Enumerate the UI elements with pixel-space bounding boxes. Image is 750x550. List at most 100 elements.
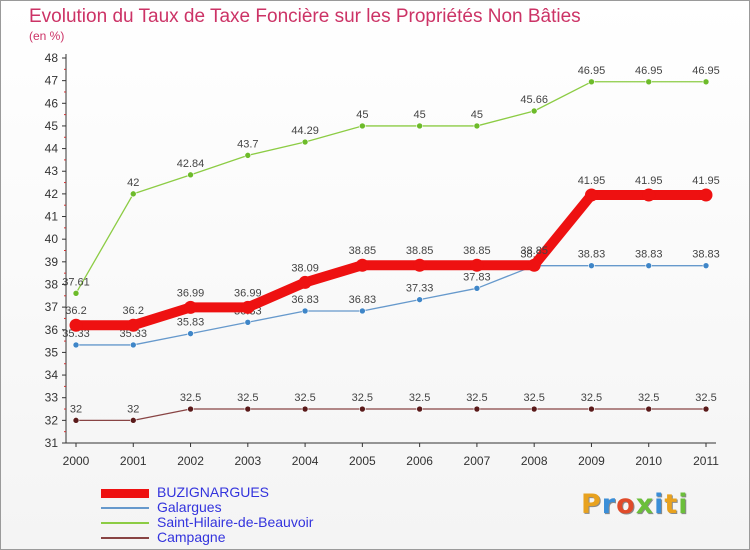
data-label: 38.85 <box>463 245 491 257</box>
data-label: 35.33 <box>62 328 90 340</box>
data-point <box>72 290 80 297</box>
y-tick-label: 43 <box>45 164 59 178</box>
data-label: 45 <box>414 109 426 121</box>
data-point <box>416 405 423 413</box>
data-label: 32.5 <box>466 392 487 404</box>
data-point <box>413 258 427 272</box>
y-tick-label: 45 <box>45 119 59 133</box>
data-point <box>72 417 80 424</box>
data-label: 43.7 <box>237 138 258 150</box>
x-tick-label: 2004 <box>292 454 319 468</box>
data-point <box>702 405 710 413</box>
y-tick-label: 40 <box>45 232 59 246</box>
data-point <box>72 341 80 349</box>
data-point <box>359 405 366 413</box>
data-point <box>470 258 484 272</box>
data-point <box>473 122 481 130</box>
data-point <box>129 341 137 349</box>
data-label: 41.95 <box>578 175 606 187</box>
data-point <box>69 318 83 332</box>
y-tick-label: 32 <box>45 413 59 427</box>
data-point <box>184 300 198 314</box>
data-point <box>301 405 309 413</box>
data-point <box>584 188 598 202</box>
data-point <box>645 78 653 86</box>
series-saint-hilaire-de-beauvoir: 37.61 42 42.84 43.7 44.29 45 45 45 45.66 46.95 46.… <box>62 65 720 297</box>
data-label: 45 <box>471 109 483 121</box>
data-point <box>588 262 595 269</box>
data-point <box>645 262 653 269</box>
legend-label: Campagne <box>157 529 226 545</box>
data-label: 32.5 <box>523 392 544 404</box>
data-point <box>645 405 653 413</box>
proxiti-logo: Proxiti <box>581 489 689 520</box>
x-tick-label: 2000 <box>63 454 90 468</box>
x-tick-label: 2008 <box>521 454 548 468</box>
series-line <box>75 81 706 294</box>
y-tick-label: 46 <box>45 96 59 110</box>
y-tick-label: 35 <box>45 345 59 359</box>
data-point <box>244 152 252 159</box>
x-tick-label: 2010 <box>635 454 662 468</box>
data-point <box>187 330 194 337</box>
data-point <box>301 307 309 315</box>
y-tick-label: 38 <box>45 277 59 291</box>
x-tick-label: 2007 <box>464 454 491 468</box>
x-tick-label: 2001 <box>120 454 147 468</box>
data-label: 38.85 <box>406 245 434 257</box>
data-label: 38.09 <box>291 262 319 274</box>
data-label: 37.83 <box>463 271 491 283</box>
x-tick-label: 2006 <box>406 454 433 468</box>
data-point <box>699 188 713 202</box>
data-point <box>473 285 481 292</box>
data-label: 32.5 <box>638 392 659 404</box>
y-tick-label: 31 <box>45 436 59 450</box>
data-label: 41.95 <box>692 175 720 187</box>
data-point <box>244 318 252 326</box>
data-point <box>355 258 369 272</box>
series-campagne: 32 32 32.5 32.5 32.5 32.5 32.5 32.5 32.5 32.5 32.5… <box>70 392 717 424</box>
data-label: 45.66 <box>520 94 548 106</box>
data-label: 38.85 <box>349 245 377 257</box>
y-tick-label: 37 <box>45 300 59 314</box>
data-label: 38.85 <box>520 245 548 257</box>
y-tick-label: 41 <box>45 210 59 224</box>
data-label: 32.5 <box>352 392 373 404</box>
data-point <box>187 171 194 179</box>
y-tick-label: 39 <box>45 255 59 269</box>
y-tick-label: 36 <box>45 323 59 337</box>
data-point <box>473 405 481 413</box>
data-label: 32 <box>70 403 82 415</box>
data-label: 35.33 <box>120 328 148 340</box>
unit-label: (en %) <box>29 29 65 43</box>
data-label: 36.99 <box>177 287 205 299</box>
chart-title: Evolution du Taux de Taxe Foncière sur l… <box>29 6 581 27</box>
data-label: 36.99 <box>234 287 262 299</box>
data-label: 38.83 <box>578 249 606 261</box>
x-tick-label: 2009 <box>578 454 605 468</box>
y-tick-label: 48 <box>45 51 59 65</box>
data-label: 42 <box>127 177 139 189</box>
y-tick-label: 42 <box>45 187 59 201</box>
y-tick-label: 33 <box>45 391 59 405</box>
series-buzignargues: 36.2 36.2 36.99 36.99 38.09 38.85 38.85 38.85 38… <box>65 175 720 332</box>
data-label: 37.33 <box>406 283 434 295</box>
data-label: 32.5 <box>180 392 201 404</box>
data-label: 46.95 <box>578 65 606 77</box>
data-label: 32.5 <box>237 392 258 404</box>
data-label: 41.95 <box>635 175 663 187</box>
data-point <box>702 262 710 269</box>
data-label: 44.29 <box>291 125 319 137</box>
y-tick-label: 34 <box>45 368 59 382</box>
data-label: 46.95 <box>635 65 663 77</box>
data-label: 35.83 <box>177 317 205 329</box>
data-label: 36.83 <box>291 294 319 306</box>
series-line <box>76 265 706 346</box>
data-point <box>588 405 595 413</box>
data-label: 32 <box>127 403 139 415</box>
legend-label: BUZIGNARGUES <box>157 484 270 500</box>
data-point <box>298 275 312 289</box>
data-label: 46.95 <box>692 65 720 77</box>
data-point <box>126 318 140 332</box>
